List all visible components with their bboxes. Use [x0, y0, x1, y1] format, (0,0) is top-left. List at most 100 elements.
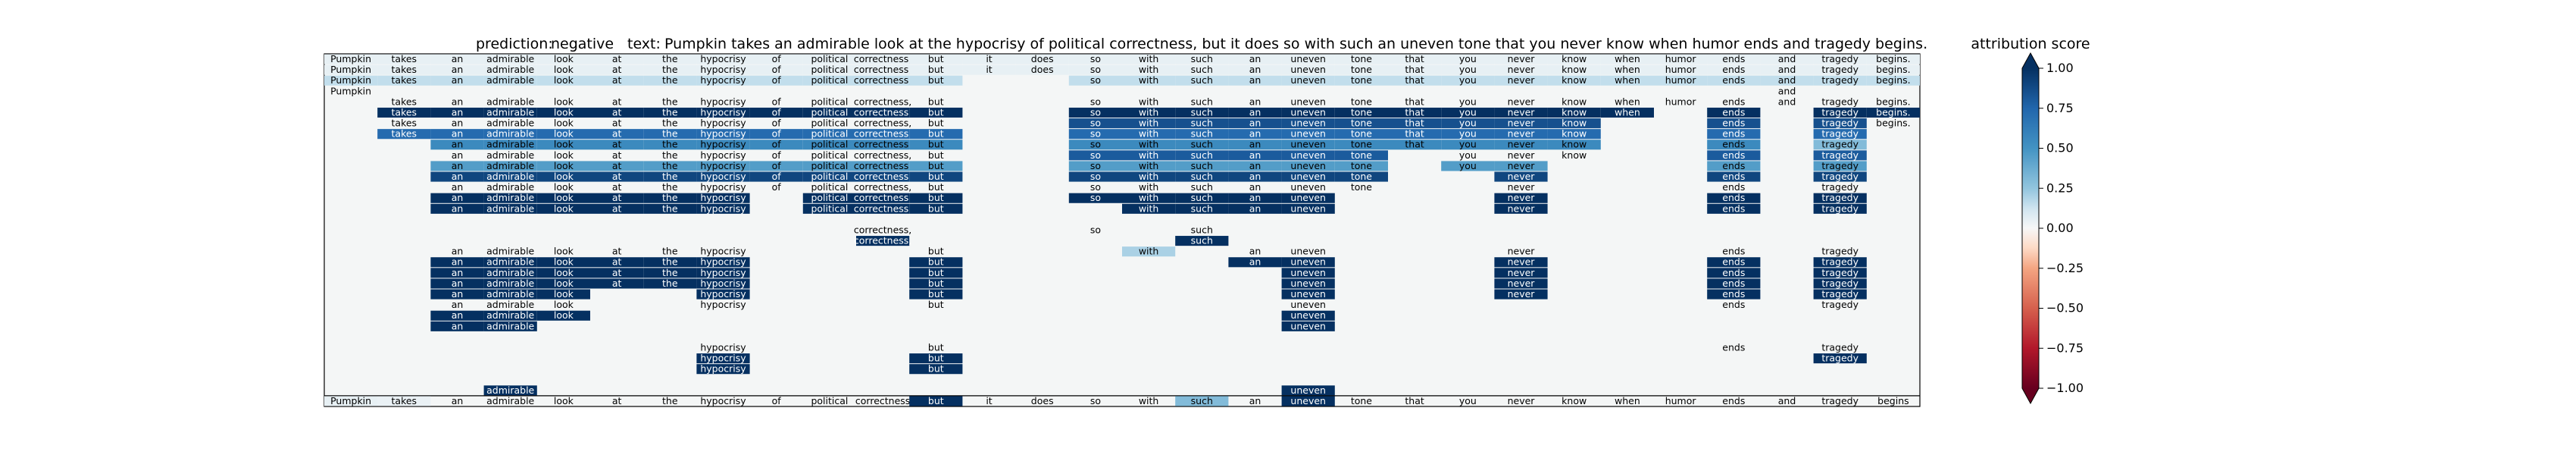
colorbar-extend-bottom: [2022, 388, 2039, 403]
heatmap-cell: [643, 107, 697, 118]
heatmap-cell: [909, 193, 963, 203]
heatmap-cell: [536, 107, 590, 118]
token-label: so: [1090, 128, 1101, 140]
heatmap-cell: [590, 203, 644, 214]
heatmap-cell: [1281, 129, 1335, 140]
heatmap-cell: [1441, 140, 1495, 150]
heatmap-cell: [1760, 64, 1814, 75]
token-label: tragedy: [1821, 267, 1859, 278]
token-label: political: [811, 395, 848, 406]
heatmap-cell: [590, 268, 644, 278]
token-label: tragedy: [1821, 74, 1859, 86]
token-label: tone: [1351, 395, 1372, 406]
heatmap-cell: [909, 54, 963, 64]
heatmap-cell: [1813, 171, 1867, 182]
heatmap-cell: [430, 129, 484, 140]
token-label: hypocrisy: [700, 106, 746, 118]
heatmap-cell: [696, 75, 750, 86]
heatmap-cell: [1068, 193, 1122, 203]
heatmap-cell: [590, 161, 644, 171]
token-label: begins.: [1876, 64, 1910, 75]
heatmap-cell: [909, 75, 963, 86]
token-label: hypocrisy: [700, 139, 746, 150]
heatmap-cell: [1494, 278, 1548, 289]
heatmap-cell: [696, 289, 750, 300]
heatmap-cell: [536, 278, 590, 289]
token-label: admirable: [486, 149, 534, 161]
token-label: tragedy: [1821, 341, 1859, 353]
token-label: correctness,: [854, 171, 911, 182]
token-label: Pumpkin: [330, 85, 371, 96]
token-label: correctness,: [854, 74, 911, 86]
token-label: but: [928, 118, 944, 129]
token-label: so: [1090, 118, 1101, 129]
token-label: admirable: [486, 267, 534, 278]
token-label: tragedy: [1821, 171, 1859, 182]
token-label: of: [772, 106, 782, 118]
token-label: correctness,: [854, 160, 911, 171]
heatmap-cell: [324, 54, 378, 64]
token-label: an: [452, 64, 464, 75]
heatmap-cell: [1122, 118, 1176, 129]
token-label: Pumpkin: [330, 64, 371, 75]
heatmap-cell: [590, 193, 644, 203]
heatmap-cell: [909, 268, 963, 278]
token-label: the: [662, 181, 678, 193]
colorbar-tick-label: 0.25: [2046, 180, 2074, 195]
token-label: the: [662, 64, 678, 75]
heatmap-cell: [536, 75, 590, 86]
token-label: never: [1508, 267, 1536, 278]
token-label: the: [662, 267, 678, 278]
token-label: so: [1090, 395, 1101, 406]
heatmap-cell: [643, 257, 697, 268]
token-label: tone: [1351, 74, 1372, 86]
input-text: Pumpkin takes an admirable look at the h…: [664, 36, 1927, 52]
token-label: humor: [1665, 53, 1697, 64]
token-label: never: [1508, 53, 1536, 64]
heatmap-cell: [1866, 54, 1920, 64]
heatmap-cell: [483, 257, 537, 268]
token-label: the: [662, 256, 678, 268]
token-label: but: [928, 96, 944, 107]
heatmap-cell: [749, 75, 803, 86]
heatmap-cell: [1175, 118, 1229, 129]
token-label: so: [1090, 149, 1101, 161]
heatmap-cell: [856, 75, 910, 86]
token-label: with: [1139, 128, 1159, 140]
heatmap-cell: [1707, 129, 1761, 140]
token-label: tone: [1351, 181, 1372, 193]
token-label: that: [1405, 64, 1424, 75]
heatmap-cell: [909, 129, 963, 140]
heatmap-cell: [1600, 107, 1654, 118]
heatmap-cell: [1600, 54, 1654, 64]
token-label: hypocrisy: [700, 202, 746, 214]
token-label: know: [1562, 139, 1587, 150]
token-label: that: [1405, 53, 1424, 64]
heatmap-cell: [1068, 118, 1122, 129]
token-label: admirable: [486, 309, 534, 321]
heatmap-cell: [430, 193, 484, 203]
token-label: admirable: [486, 160, 534, 171]
heatmap-cell: [1388, 64, 1442, 75]
heatmap-cell: [696, 54, 750, 64]
token-label: never: [1508, 139, 1536, 150]
token-label: such: [1191, 171, 1213, 182]
token-label: the: [662, 395, 678, 406]
token-label: admirable: [486, 118, 534, 129]
heatmap-cell: [802, 161, 856, 171]
token-label: uneven: [1290, 278, 1326, 289]
token-label: tragedy: [1821, 202, 1859, 214]
token-label: but: [928, 202, 944, 214]
heatmap-cell: [1813, 54, 1867, 64]
token-label: correctness: [855, 395, 910, 406]
heatmap-cell: [1228, 118, 1282, 129]
prediction-label: prediction:: [476, 36, 553, 52]
heatmap-cell: [483, 64, 537, 75]
token-label: hypocrisy: [700, 64, 746, 75]
token-label: such: [1191, 64, 1213, 75]
token-label: takes: [392, 74, 417, 86]
heatmap-cell: [1866, 107, 1920, 118]
token-label: never: [1508, 118, 1536, 129]
heatmap-cell: [590, 140, 644, 150]
heatmap-cell: [1334, 107, 1388, 118]
